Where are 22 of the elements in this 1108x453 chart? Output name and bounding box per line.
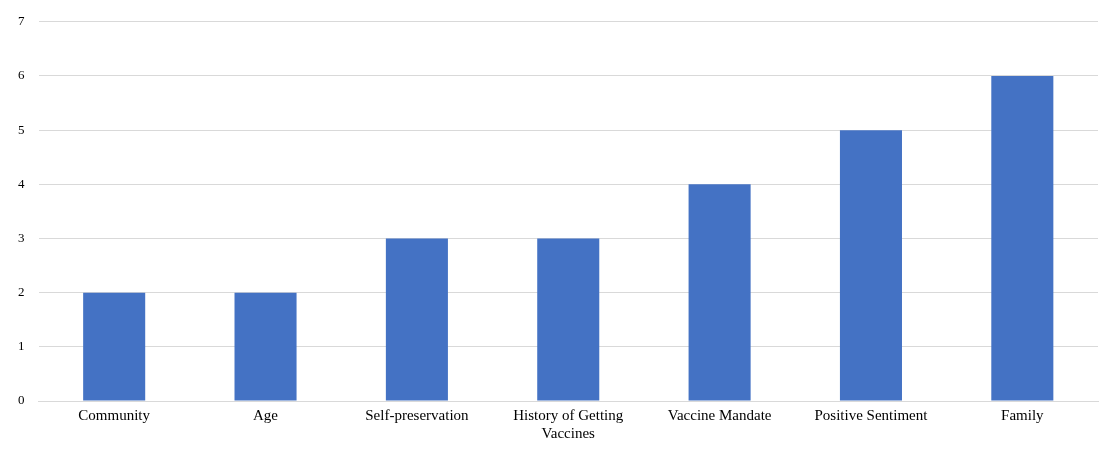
bar <box>83 292 146 401</box>
bar <box>234 292 297 401</box>
bar <box>385 238 448 401</box>
x-tick-label: Positive Sentiment <box>814 406 929 423</box>
x-tick-label: Vaccine Mandate <box>667 406 772 423</box>
bar <box>991 75 1054 401</box>
x-tick-label: Age <box>253 406 279 423</box>
y-tick-label: 7 <box>18 13 25 29</box>
bar <box>537 238 600 401</box>
y-tick-label: 3 <box>18 229 25 245</box>
x-tick-label: Family <box>1001 406 1045 423</box>
y-tick-label: 0 <box>18 392 25 408</box>
y-tick-label: 4 <box>18 175 25 191</box>
y-tick-label: 2 <box>18 284 25 300</box>
x-tick-label: Self-preservation <box>365 406 470 423</box>
y-tick-label: 5 <box>18 121 25 137</box>
x-tick-label: Community <box>78 406 151 423</box>
bar <box>839 130 902 401</box>
y-tick-label: 1 <box>18 338 25 354</box>
y-tick-label: 6 <box>18 67 25 83</box>
bar <box>688 184 751 401</box>
x-tick-label: History of Getting Vaccines <box>513 406 624 441</box>
